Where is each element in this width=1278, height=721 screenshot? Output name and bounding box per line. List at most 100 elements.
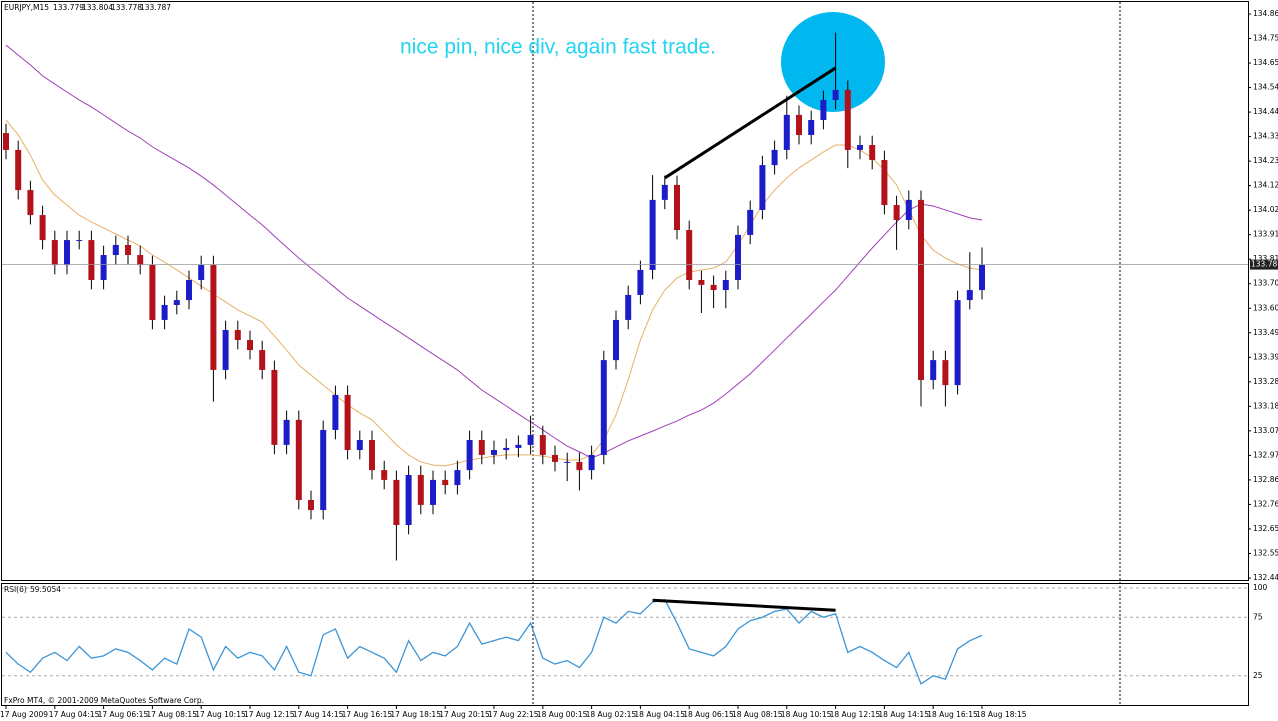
candle-body bbox=[686, 230, 693, 281]
x-tick-label: 17 Aug 10:15 bbox=[195, 710, 246, 719]
candle-body bbox=[466, 439, 473, 471]
x-tick-label: 17 Aug 2009 bbox=[0, 710, 48, 719]
footer: FxPro MT4, © 2001-2009 MetaQuotes Softwa… bbox=[4, 696, 204, 705]
y-tick-label: 132.655 bbox=[1253, 524, 1278, 533]
candle-body bbox=[247, 340, 253, 351]
candle-body bbox=[15, 149, 22, 191]
y-tick-label: 133.705 bbox=[1253, 279, 1278, 288]
y-tick-label: 134.335 bbox=[1253, 132, 1278, 141]
candle-body bbox=[918, 199, 924, 380]
x-tick-label: 17 Aug 16:15 bbox=[342, 710, 393, 719]
candle-body bbox=[259, 350, 266, 370]
x-tick-label: 18 Aug 12:15 bbox=[830, 710, 881, 719]
candle-body bbox=[893, 205, 900, 220]
x-tick-label: 18 Aug 10:15 bbox=[781, 710, 832, 719]
y-tick-label: 75 bbox=[1253, 612, 1263, 621]
candle-body bbox=[613, 319, 619, 361]
candle-body bbox=[979, 264, 985, 291]
candle-body bbox=[527, 435, 534, 445]
y-tick-label: 133.600 bbox=[1253, 303, 1278, 312]
y-tick-label: 134.020 bbox=[1253, 205, 1278, 214]
candle-body bbox=[625, 294, 632, 320]
header-low: 133.778 bbox=[111, 3, 142, 12]
candle-body bbox=[88, 240, 95, 281]
x-tick-label: 18 Aug 16:15 bbox=[927, 710, 978, 719]
candle-body bbox=[857, 145, 863, 150]
y-tick-label: 134.860 bbox=[1253, 9, 1278, 18]
x-tick-label: 18 Aug 00:15 bbox=[537, 710, 588, 719]
candle-body bbox=[417, 475, 424, 505]
rsi-panel bbox=[1, 583, 1249, 706]
header-high: 133.804 bbox=[82, 3, 113, 12]
candle-body bbox=[39, 215, 46, 241]
candle-body bbox=[76, 240, 83, 242]
x-tick-label: 17 Aug 08:15 bbox=[146, 710, 197, 719]
x-tick-label: 17 Aug 04:15 bbox=[49, 710, 100, 719]
candle-body bbox=[210, 265, 217, 370]
y-tick-label: 133.285 bbox=[1253, 377, 1278, 386]
candle-body bbox=[356, 439, 363, 451]
candle-body bbox=[552, 454, 558, 462]
candle-body bbox=[576, 461, 583, 471]
header-open: 133.779 bbox=[53, 3, 84, 12]
candle-body bbox=[271, 369, 278, 445]
candle-body bbox=[149, 265, 156, 320]
candle-body bbox=[710, 284, 717, 291]
trendline bbox=[663, 66, 837, 180]
current-price-box bbox=[1250, 259, 1278, 270]
candle-body bbox=[454, 470, 461, 486]
candle-body bbox=[796, 114, 802, 135]
candle-body bbox=[942, 360, 949, 386]
candle-body bbox=[735, 234, 741, 281]
candle-body bbox=[320, 429, 327, 511]
x-tick-label: 18 Aug 02:15 bbox=[586, 710, 637, 719]
y-tick-label: 134.440 bbox=[1253, 107, 1278, 116]
y-tick-label: 25 bbox=[1253, 671, 1263, 680]
candle-body bbox=[381, 470, 388, 480]
x-tick-label: 17 Aug 12:15 bbox=[244, 710, 295, 719]
y-tick-label: 134.755 bbox=[1253, 34, 1278, 43]
candle-body bbox=[283, 419, 290, 445]
candle-body bbox=[832, 89, 839, 100]
candle-body bbox=[930, 360, 937, 380]
x-tick-label: 17 Aug 22:15 bbox=[488, 710, 539, 719]
candle-body bbox=[161, 304, 168, 320]
y-tick-label: 100 bbox=[1253, 583, 1268, 592]
x-tick-label: 17 Aug 20:15 bbox=[439, 710, 490, 719]
annotation: nice pin, nice div, again fast trade. bbox=[400, 36, 716, 59]
y-tick-label: 133.810 bbox=[1253, 254, 1278, 263]
candle-body bbox=[198, 265, 205, 281]
candle-body bbox=[125, 244, 131, 256]
y-tick-label: 132.865 bbox=[1253, 475, 1278, 484]
candle-body bbox=[905, 199, 912, 220]
candle-body bbox=[539, 435, 546, 455]
current-price-label: 133.787 bbox=[1251, 260, 1278, 269]
y-tick-label: 134.230 bbox=[1253, 156, 1278, 165]
candle-body bbox=[3, 133, 9, 150]
y-tick-label: 133.495 bbox=[1253, 328, 1278, 337]
candle-body bbox=[588, 454, 595, 471]
candle-body bbox=[430, 479, 436, 505]
x-tick-label: 18 Aug 18:15 bbox=[976, 710, 1027, 719]
candle-body bbox=[234, 329, 241, 341]
x-tick-label: 18 Aug 04:15 bbox=[634, 710, 685, 719]
y-tick-label: 134.545 bbox=[1253, 83, 1278, 92]
y-tick-label: 134.650 bbox=[1253, 58, 1278, 67]
candle-body bbox=[137, 255, 144, 266]
candle-body bbox=[564, 461, 571, 463]
candle-body bbox=[808, 120, 815, 135]
candle-body bbox=[637, 269, 644, 295]
candle-body bbox=[112, 244, 119, 256]
candle-body bbox=[64, 240, 70, 266]
price-panel bbox=[1, 1, 1249, 581]
candle-body bbox=[27, 190, 34, 216]
candle-body bbox=[332, 394, 339, 430]
candle-body bbox=[405, 475, 412, 525]
candle-body bbox=[844, 89, 851, 150]
candle-body bbox=[295, 419, 302, 500]
moving-average bbox=[5, 44, 983, 459]
candle-body bbox=[369, 439, 375, 471]
x-tick-label: 17 Aug 18:15 bbox=[390, 710, 441, 719]
rsi-line bbox=[5, 598, 983, 685]
